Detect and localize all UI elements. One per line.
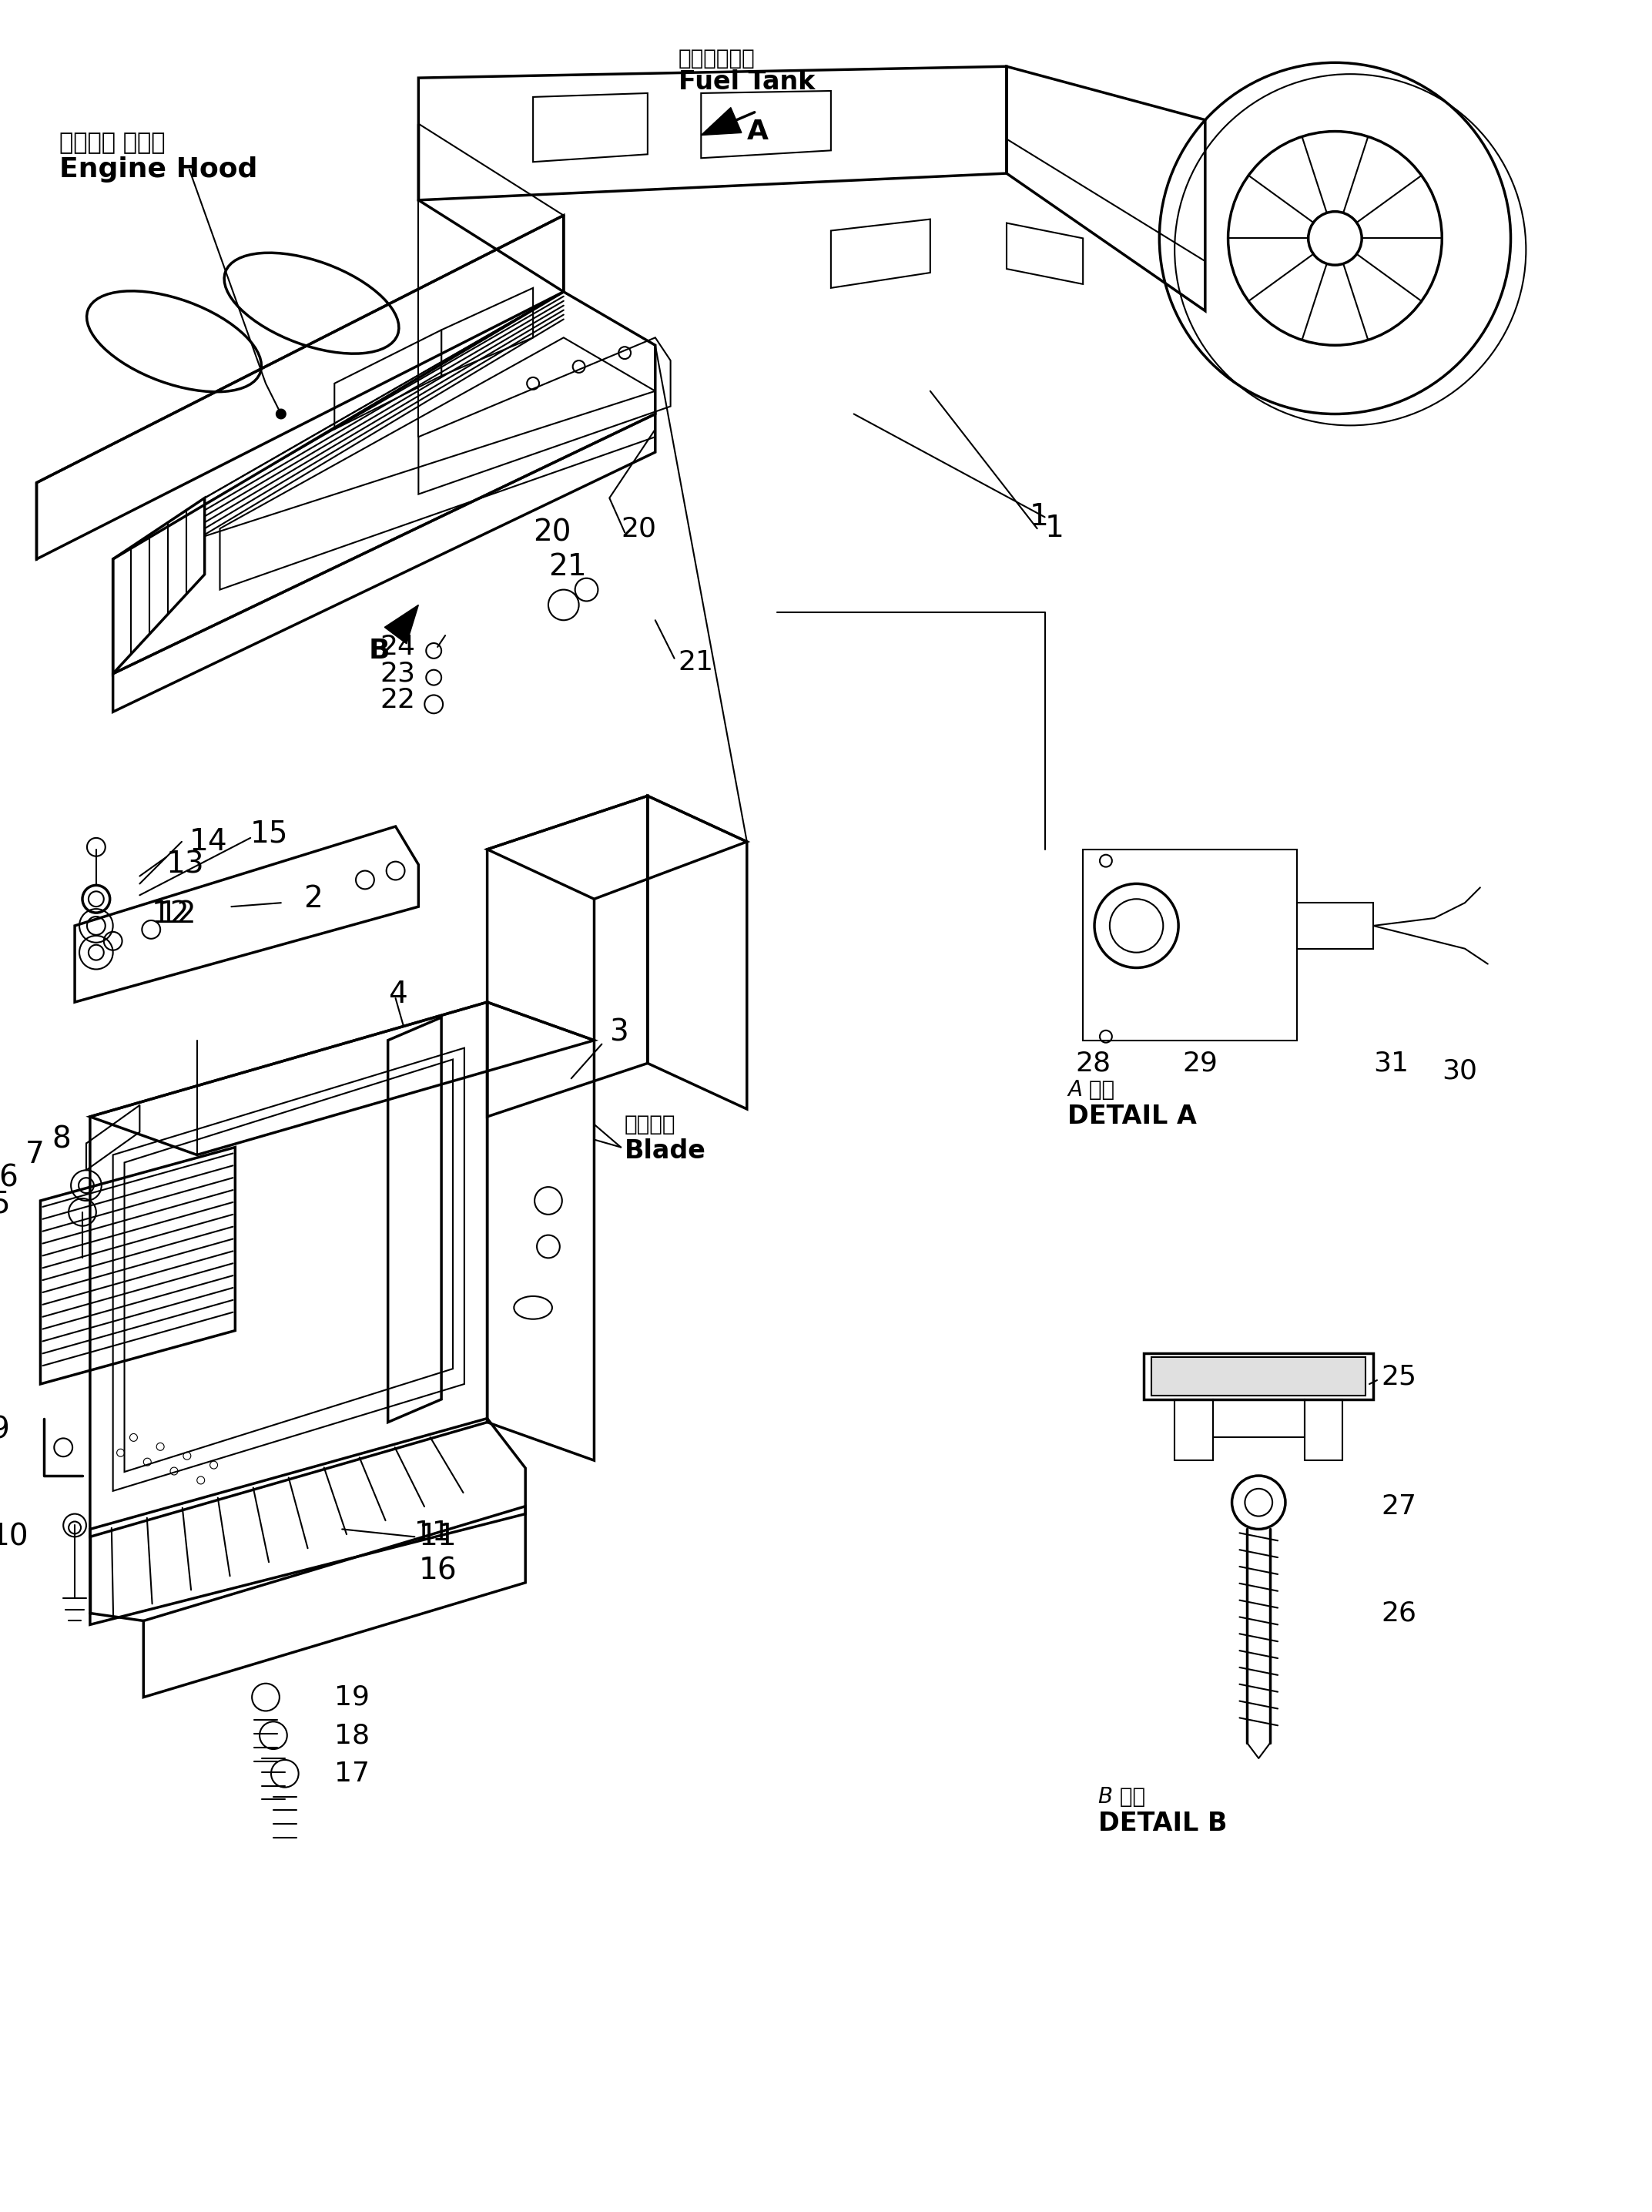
Text: 22: 22 [380, 688, 416, 714]
Text: 25: 25 [1381, 1363, 1416, 1389]
Text: 1: 1 [1044, 513, 1064, 544]
Text: 16: 16 [418, 1557, 458, 1586]
Text: DETAIL A: DETAIL A [1067, 1104, 1198, 1130]
Text: 23: 23 [380, 661, 416, 686]
Text: B: B [368, 637, 390, 664]
Circle shape [276, 409, 286, 418]
Text: 21: 21 [548, 553, 586, 582]
Text: 21: 21 [679, 648, 714, 675]
Text: 18: 18 [334, 1723, 370, 1747]
Text: 3: 3 [610, 1018, 628, 1046]
Text: 28: 28 [1075, 1051, 1110, 1077]
Text: 6: 6 [0, 1164, 18, 1192]
Text: B 詳細: B 詳細 [1099, 1785, 1145, 1807]
Polygon shape [700, 108, 742, 135]
Text: 1: 1 [1029, 502, 1049, 531]
Text: 8: 8 [51, 1126, 71, 1155]
Text: 20: 20 [621, 515, 656, 542]
Polygon shape [1151, 1358, 1366, 1396]
Text: DETAIL B: DETAIL B [1099, 1812, 1227, 1836]
Text: A 詳細: A 詳細 [1067, 1079, 1115, 1102]
Text: Blade: Blade [624, 1139, 707, 1164]
Text: 24: 24 [380, 635, 416, 659]
Text: 13: 13 [167, 849, 205, 878]
Text: 26: 26 [1381, 1599, 1416, 1626]
Text: 11: 11 [418, 1522, 458, 1551]
Text: 27: 27 [1381, 1493, 1416, 1520]
Text: 10: 10 [0, 1522, 30, 1551]
Text: 29: 29 [1183, 1051, 1218, 1077]
Text: 30: 30 [1442, 1057, 1477, 1084]
Text: 17: 17 [334, 1761, 370, 1787]
Text: 4: 4 [388, 980, 406, 1009]
Text: エンジン フード: エンジン フード [59, 133, 165, 155]
Text: 9: 9 [0, 1416, 10, 1444]
Polygon shape [385, 604, 418, 644]
Text: 12: 12 [150, 900, 190, 929]
Text: A: A [747, 117, 768, 144]
Text: 20: 20 [534, 518, 572, 546]
Text: Fuel Tank: Fuel Tank [679, 69, 814, 95]
Text: 2: 2 [304, 885, 322, 914]
Text: 14: 14 [190, 827, 228, 856]
Text: Engine Hood: Engine Hood [59, 157, 258, 184]
Text: 12: 12 [159, 900, 197, 929]
Text: 15: 15 [251, 818, 289, 849]
Text: 31: 31 [1373, 1051, 1409, 1077]
Text: フェルタンク: フェルタンク [679, 49, 755, 69]
Text: 19: 19 [334, 1683, 370, 1710]
Text: 11: 11 [415, 1520, 449, 1546]
Text: 7: 7 [25, 1139, 45, 1170]
Text: 5: 5 [0, 1190, 10, 1219]
Text: ブレード: ブレード [624, 1113, 676, 1135]
